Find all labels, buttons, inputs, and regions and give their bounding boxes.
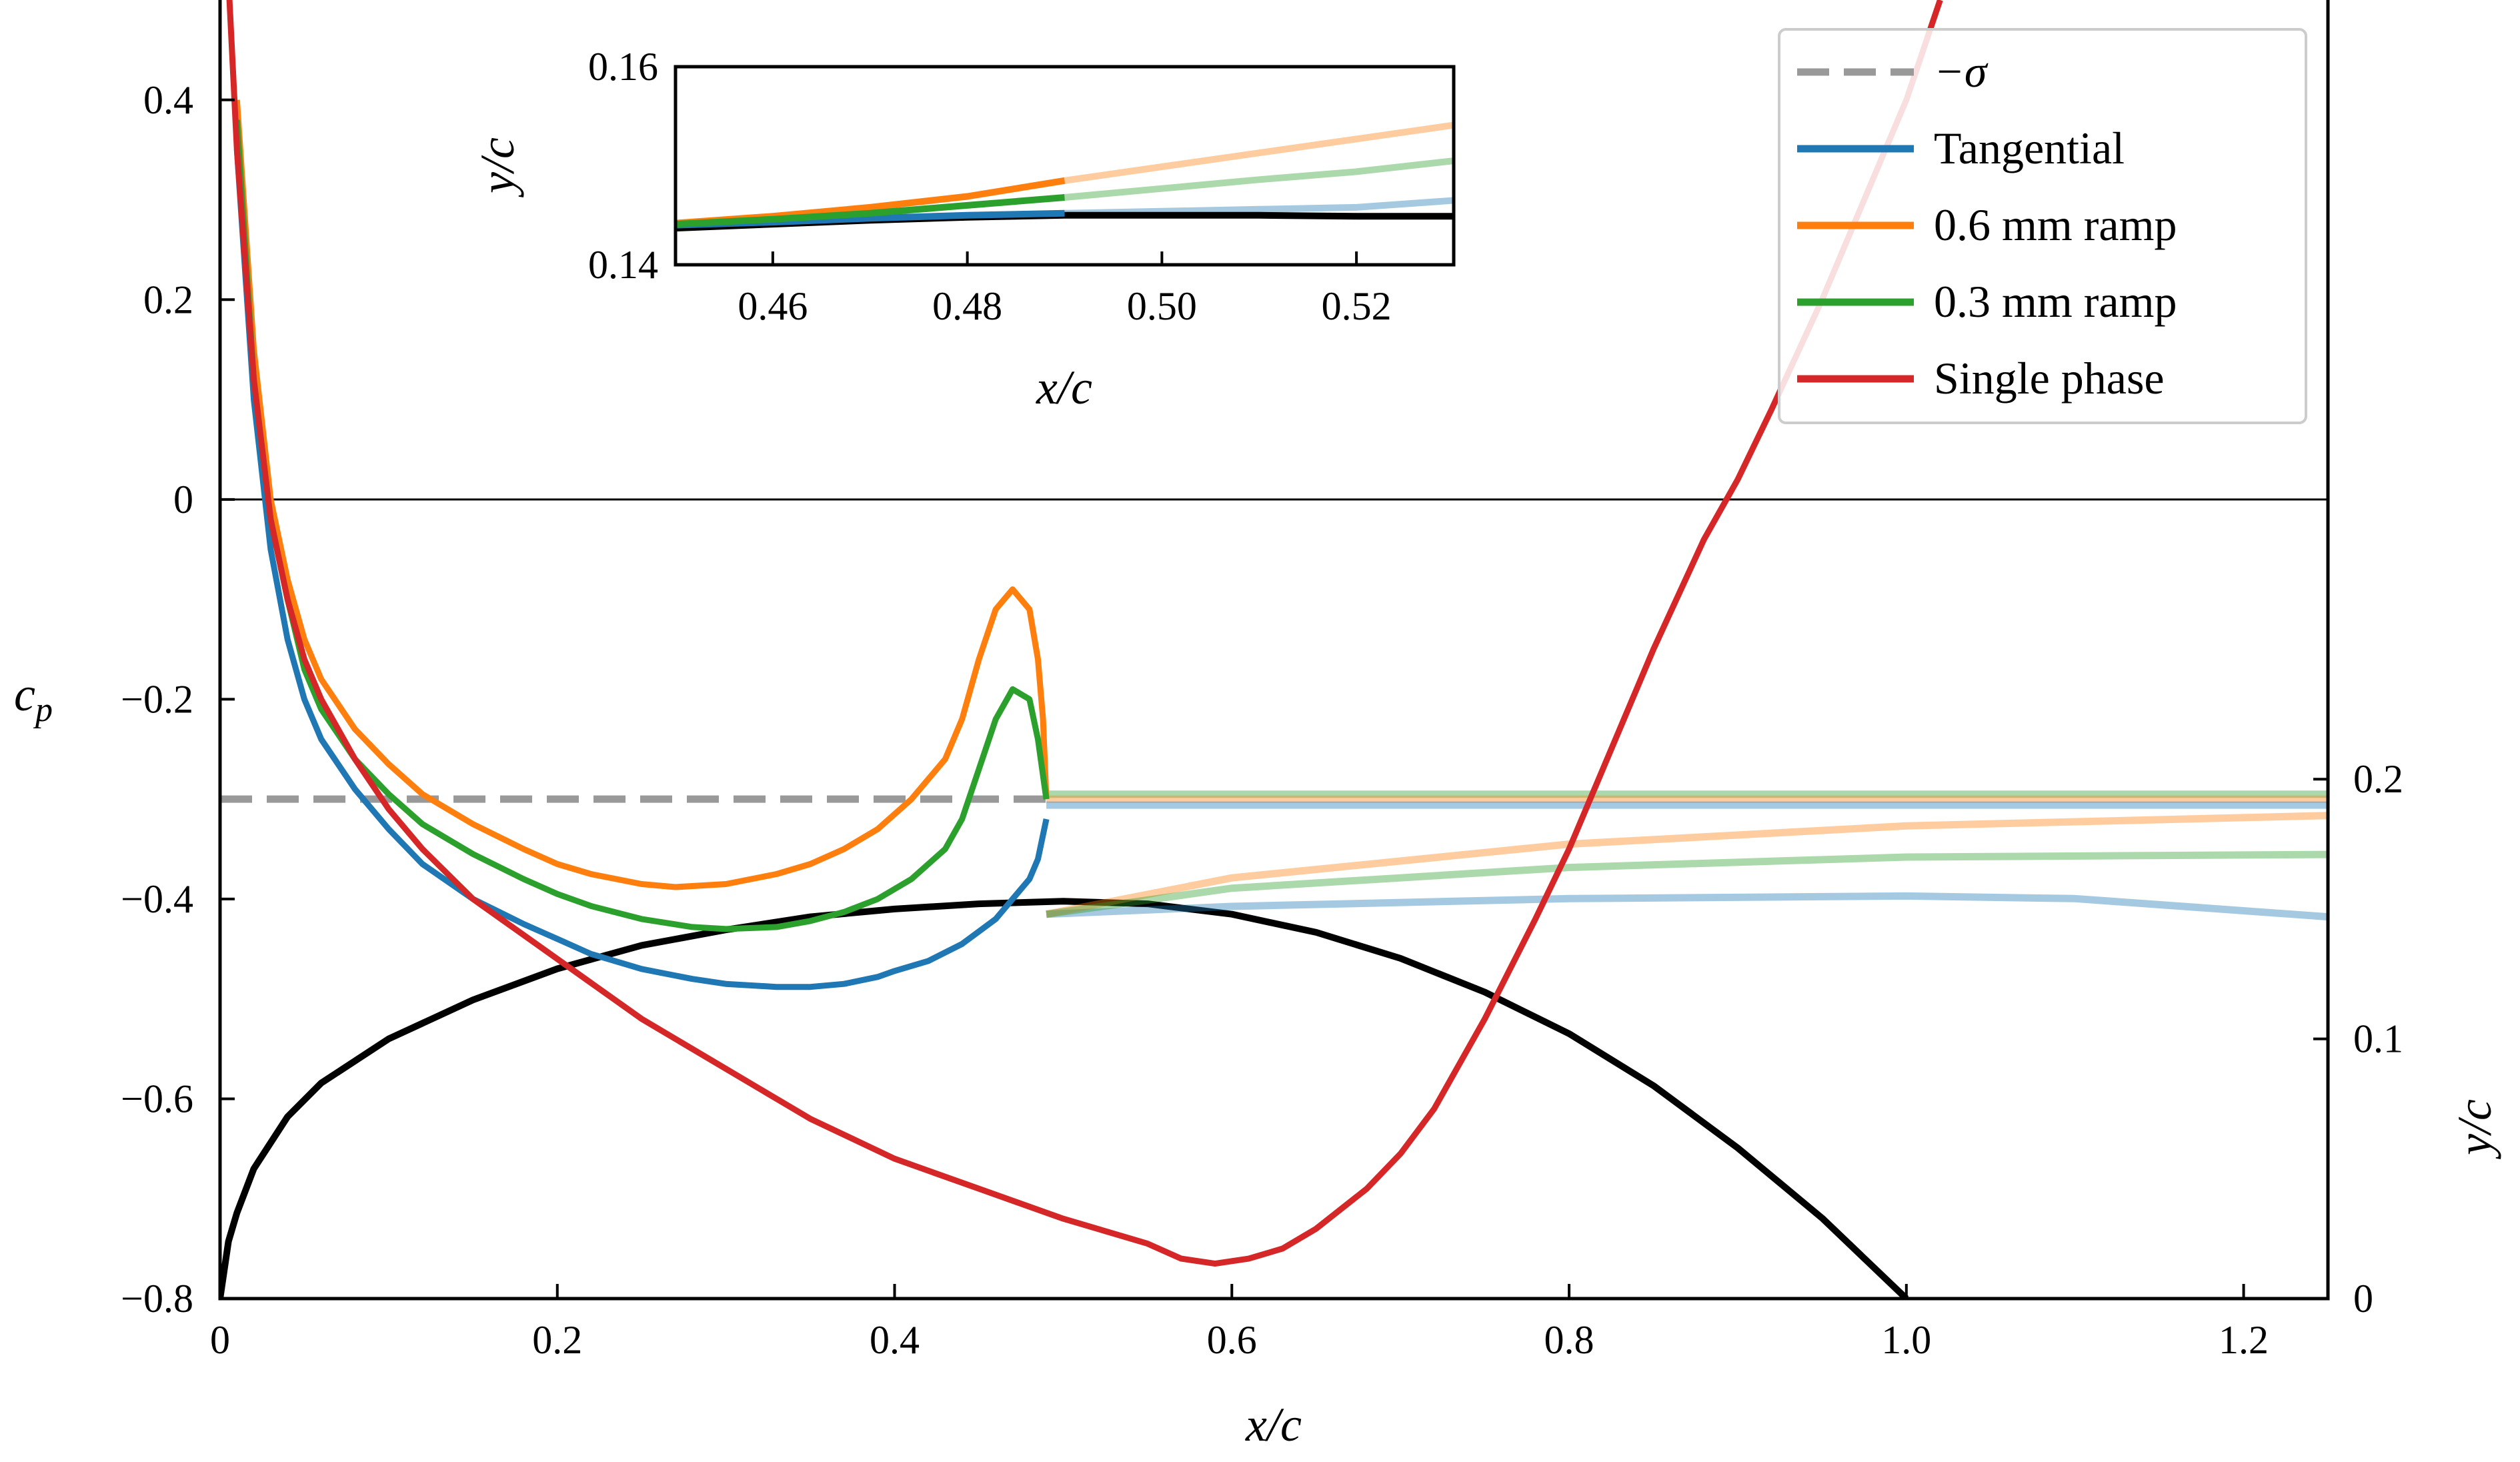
y-axis-label: cp: [14, 668, 53, 729]
main-ticks: 0 0.2 0.4 0.6 0.8 1.0 1.2 −0.8 −0.6 −0.4 −0.2 0 0.2 0…: [121, 78, 2403, 1362]
legend-frame: [1778, 28, 2307, 424]
inset-background: [676, 67, 1454, 265]
y-right-tick-label: 0.2: [2353, 757, 2403, 801]
legend-label: Tangential: [1934, 123, 2125, 173]
x-axis-label: x/c: [1245, 1398, 1302, 1451]
inset-axes-frame: [674, 65, 1456, 267]
x-tick-label: 0.4: [870, 1318, 920, 1362]
inset-line-3: [676, 194, 1065, 228]
inset-plot: 0.46 0.48 0.50 0.52 0.14 0.16 x/c y/c: [471, 45, 1456, 414]
inset-x-tick-label: 0.48: [932, 284, 1002, 328]
y-right-tick-label: 0.1: [2353, 1017, 2403, 1061]
y-tick-label: 0: [173, 478, 193, 522]
y-tick-label: 0.2: [143, 277, 193, 321]
hydrofoil-profile: [220, 898, 1909, 1299]
x-tick-label: 1.2: [2219, 1318, 2269, 1362]
x-tick-label: 0.8: [1544, 1318, 1594, 1362]
inset-y-tick-label: 0.14: [588, 243, 658, 287]
main-axes-frame: [218, 0, 2330, 1301]
y-tick-label: −0.4: [121, 877, 193, 921]
inset-y-tick-label: 0.16: [588, 45, 658, 89]
legend-label: −σ: [1934, 46, 1989, 97]
y-right-axis-label: y/c: [2448, 1099, 2501, 1160]
inset-x-tick-label: 0.46: [738, 284, 808, 328]
inset-faded-line-3: [1064, 157, 1454, 201]
legend-label: 0.6 mm ramp: [1934, 199, 2177, 250]
legend-label: Single phase: [1934, 353, 2165, 404]
inset-faded-line-2: [1064, 121, 1454, 184]
main-data-layer: [220, 0, 2328, 1299]
inset-ticks: 0.46 0.48 0.50 0.52 0.14 0.16: [588, 45, 1392, 328]
y-tick-label: −0.8: [121, 1277, 193, 1321]
y-tick-label: −0.2: [121, 677, 193, 721]
main-plot: 0 0.2 0.4 0.6 0.8 1.0 1.2 −0.8 −0.6 −0.4 −0.2 0 0.2 0…: [14, 0, 2501, 1451]
inset-x-axis-label: x/c: [1036, 361, 1092, 414]
inset-x-tick-label: 0.50: [1127, 284, 1197, 328]
legend-label: 0.3 mm ramp: [1934, 276, 2177, 327]
legend: −σ Tangential 0.6 mm ramp 0.3 mm ramp Single…: [1778, 28, 2307, 424]
inset-faded-line-1: [1064, 197, 1454, 217]
profile-line-1: [1046, 892, 2328, 921]
inset-data-layer: [676, 121, 1454, 232]
y-tick-label: 0.4: [143, 78, 193, 122]
y-tick-label: −0.6: [121, 1076, 193, 1121]
y-right-tick-label: 0: [2353, 1277, 2373, 1321]
inset-y-axis-label: y/c: [471, 137, 524, 198]
inset-x-tick-label: 0.52: [1322, 284, 1392, 328]
x-tick-label: 0.6: [1207, 1318, 1257, 1362]
cp-series-single-phase: [226, 0, 1943, 1267]
x-tick-label: 1.0: [1881, 1318, 1931, 1362]
x-tick-label: 0: [210, 1318, 230, 1362]
profile-line-3: [1046, 850, 2328, 918]
cp-series-0-3-mm-ramp: [233, 119, 1050, 932]
cp-series-tangential: [233, 149, 1050, 990]
x-tick-label: 0.2: [532, 1318, 582, 1362]
legend-items: −σ Tangential 0.6 mm ramp 0.3 mm ramp Single…: [1797, 46, 2177, 404]
cp-series-0-6-mm-ramp: [233, 99, 1050, 890]
